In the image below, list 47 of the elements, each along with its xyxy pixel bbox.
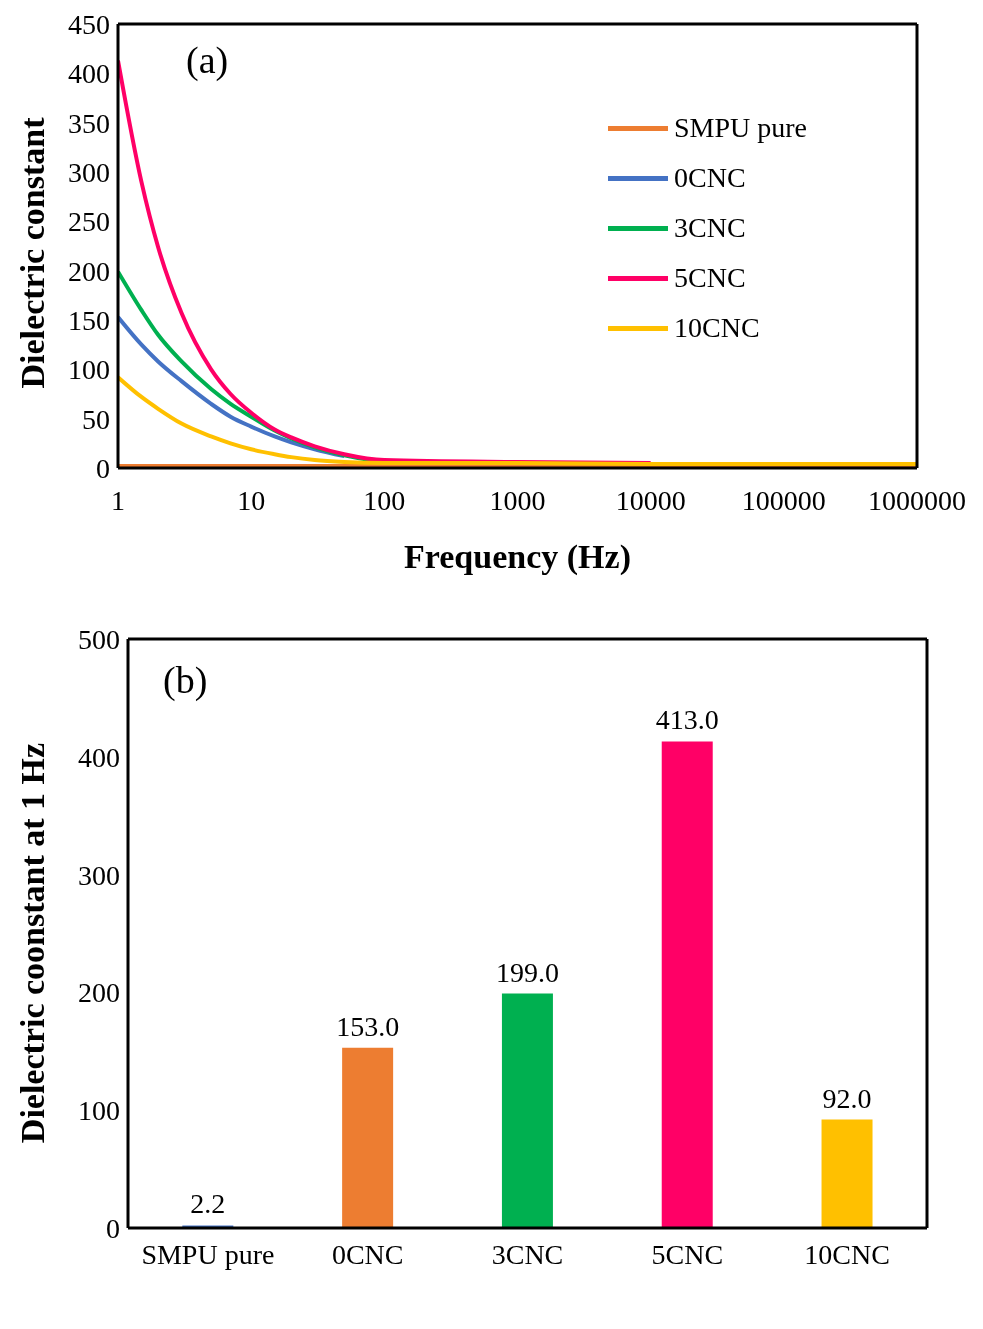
bar [661,741,713,1228]
y-tick-label: 450 [68,8,110,40]
y-tick-label: 100 [68,354,110,386]
y-axis-title: Dielectric coonstant at 1 Hz [14,742,52,1144]
bar [342,1047,394,1228]
legend-label: 5CNC [674,262,746,294]
y-tick-label: 0 [96,452,110,484]
data-label: 92.0 [822,1082,872,1114]
bar [501,993,553,1228]
data-label: 199.0 [495,956,559,988]
x-tick-label: 10CNC [804,1238,890,1270]
x-tick-label: 10000 [615,484,686,516]
x-tick-label: 1000000 [868,484,966,516]
y-axis-title: Dielectric constant [14,117,52,389]
y-tick-label: 50 [82,403,110,435]
y-tick-label: 300 [78,859,120,891]
legend-label: 3CNC [674,212,746,244]
bar [821,1119,873,1228]
x-tick-label: 5CNC [651,1238,724,1270]
annotation: (b) [163,658,208,702]
legend-label: 10CNC [674,312,760,344]
y-tick-label: 350 [68,107,110,139]
y-tick-label: 300 [68,156,110,188]
data-label: 153.0 [336,1010,400,1042]
y-tick-label: 150 [68,304,110,336]
y-tick-label: 400 [68,58,110,90]
y-tick-label: 250 [68,206,110,238]
annotation: (a) [186,38,229,82]
x-tick-label: SMPU pure [141,1238,275,1270]
x-tick-label: 10 [237,484,266,516]
legend-label: SMPU pure [674,112,808,144]
x-tick-label: 1000 [489,484,546,516]
x-tick-label: 100000 [741,484,826,516]
y-tick-label: 100 [78,1095,120,1127]
y-tick-label: 400 [78,741,120,773]
y-tick-label: 200 [68,255,110,287]
x-axis-title: Frequency (Hz) [404,538,631,576]
data-label: 2.2 [190,1188,226,1220]
y-tick-label: 0 [106,1212,120,1244]
data-label: 413.0 [655,704,719,736]
x-tick-label: 100 [363,484,406,516]
x-tick-label: 3CNC [491,1238,564,1270]
y-tick-label: 500 [78,623,120,655]
x-tick-label: 1 [111,484,125,516]
y-tick-label: 200 [78,977,120,1009]
legend-label: 0CNC [674,162,746,194]
x-tick-label: 0CNC [331,1238,404,1270]
